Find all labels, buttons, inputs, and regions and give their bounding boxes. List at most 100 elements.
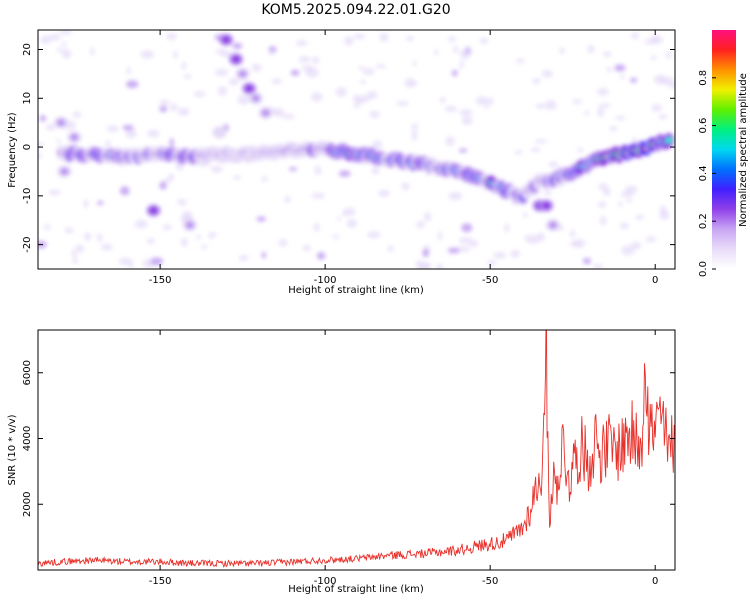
noise-mark [342, 207, 356, 216]
snr-series-line [38, 330, 675, 568]
noise-mark [366, 91, 378, 100]
noise-mark [232, 42, 243, 50]
noise-mark [522, 212, 528, 218]
noise-mark [621, 245, 635, 256]
noise-mark [362, 68, 375, 75]
noise-mark [39, 115, 47, 122]
noise-mark [295, 40, 308, 46]
snr-frame [37, 329, 676, 571]
x-tick-label: -50 [482, 576, 498, 587]
y-tick-label: 0 [22, 144, 33, 150]
noise-mark [458, 237, 473, 244]
noise-mark [134, 219, 148, 229]
noise-mark [353, 103, 360, 109]
noise-mark [377, 190, 391, 197]
noise-mark [61, 41, 66, 48]
blob-mark [245, 85, 254, 93]
noise-mark [97, 233, 103, 243]
noise-mark [126, 80, 139, 89]
noise-mark [447, 247, 460, 254]
noise-mark [38, 152, 42, 160]
noise-mark [460, 49, 470, 60]
noise-mark [436, 263, 444, 269]
noise-mark [453, 45, 459, 54]
blob-mark [70, 133, 79, 141]
noise-mark [644, 39, 654, 45]
noise-mark [59, 30, 72, 35]
noise-mark [290, 69, 300, 76]
snr-background [38, 330, 675, 570]
noise-mark [335, 87, 347, 97]
noise-mark [288, 166, 298, 172]
noise-mark [461, 116, 473, 125]
noise-mark [159, 99, 171, 106]
blob-mark [548, 221, 557, 229]
blob-mark [185, 221, 194, 229]
noise-mark [360, 79, 366, 85]
noise-mark [582, 257, 592, 265]
noise-mark [256, 216, 267, 222]
noise-mark [38, 142, 44, 147]
blob-mark [215, 128, 224, 136]
noise-mark [412, 60, 417, 67]
noise-mark [43, 224, 51, 230]
colorbar-label: Normalized spectral amplitude [738, 73, 749, 227]
x-tick-label: -100 [314, 275, 337, 286]
noise-mark [410, 81, 418, 86]
noise-mark [625, 185, 638, 194]
noise-mark [312, 56, 320, 64]
noise-mark [369, 110, 380, 118]
noise-mark [215, 48, 227, 55]
spectrogram-x-ticks: -150 -100 -50 0 [149, 30, 658, 286]
noise-mark [147, 129, 160, 138]
noise-mark [534, 139, 548, 144]
spectrogram-frame [37, 29, 676, 270]
noise-mark [166, 32, 177, 41]
colorbar-tick-label: 0.6 [698, 118, 709, 134]
noise-mark [56, 47, 64, 53]
colorbar-ticks: 0.0 0.2 0.4 0.6 0.8 [698, 70, 716, 277]
noise-mark [371, 166, 380, 175]
noise-mark [106, 125, 119, 132]
noise-mark [405, 35, 414, 42]
noise-mark [150, 257, 164, 266]
noise-mark [72, 111, 82, 118]
noise-mark [367, 231, 381, 239]
noise-mark [572, 99, 583, 104]
noise-mark [650, 55, 657, 60]
noise-mark [140, 50, 155, 59]
noise-mark [524, 234, 530, 243]
blob-mark [57, 119, 66, 127]
noise-mark [357, 95, 370, 103]
noise-mark [208, 232, 218, 237]
noise-mark [159, 181, 167, 190]
noise-mark [122, 124, 134, 131]
noise-mark [214, 68, 229, 77]
noise-mark [260, 176, 269, 182]
noise-mark [159, 105, 168, 113]
noise-mark [597, 201, 607, 208]
y-tick-label: 10 [22, 92, 33, 105]
noise-mark [401, 182, 410, 191]
noise-mark [268, 46, 277, 53]
noise-mark [598, 103, 612, 108]
snr-y-label: SNR (10 * v/v) [7, 414, 18, 485]
noise-mark [620, 73, 625, 80]
y-tick-label: 4000 [22, 426, 33, 451]
noise-mark [652, 35, 658, 45]
noise-mark [416, 221, 426, 229]
noise-mark [597, 107, 605, 118]
noise-mark [237, 94, 250, 105]
noise-mark [548, 161, 559, 168]
noise-mark [105, 140, 111, 147]
noise-mark [217, 86, 228, 96]
noise-mark [353, 33, 366, 40]
noise-mark [480, 37, 489, 45]
noise-mark [424, 212, 432, 222]
noise-mark [457, 246, 471, 253]
noise-mark [232, 175, 242, 180]
noise-mark [372, 140, 383, 150]
noise-mark [274, 108, 285, 118]
noise-mark [118, 257, 133, 266]
